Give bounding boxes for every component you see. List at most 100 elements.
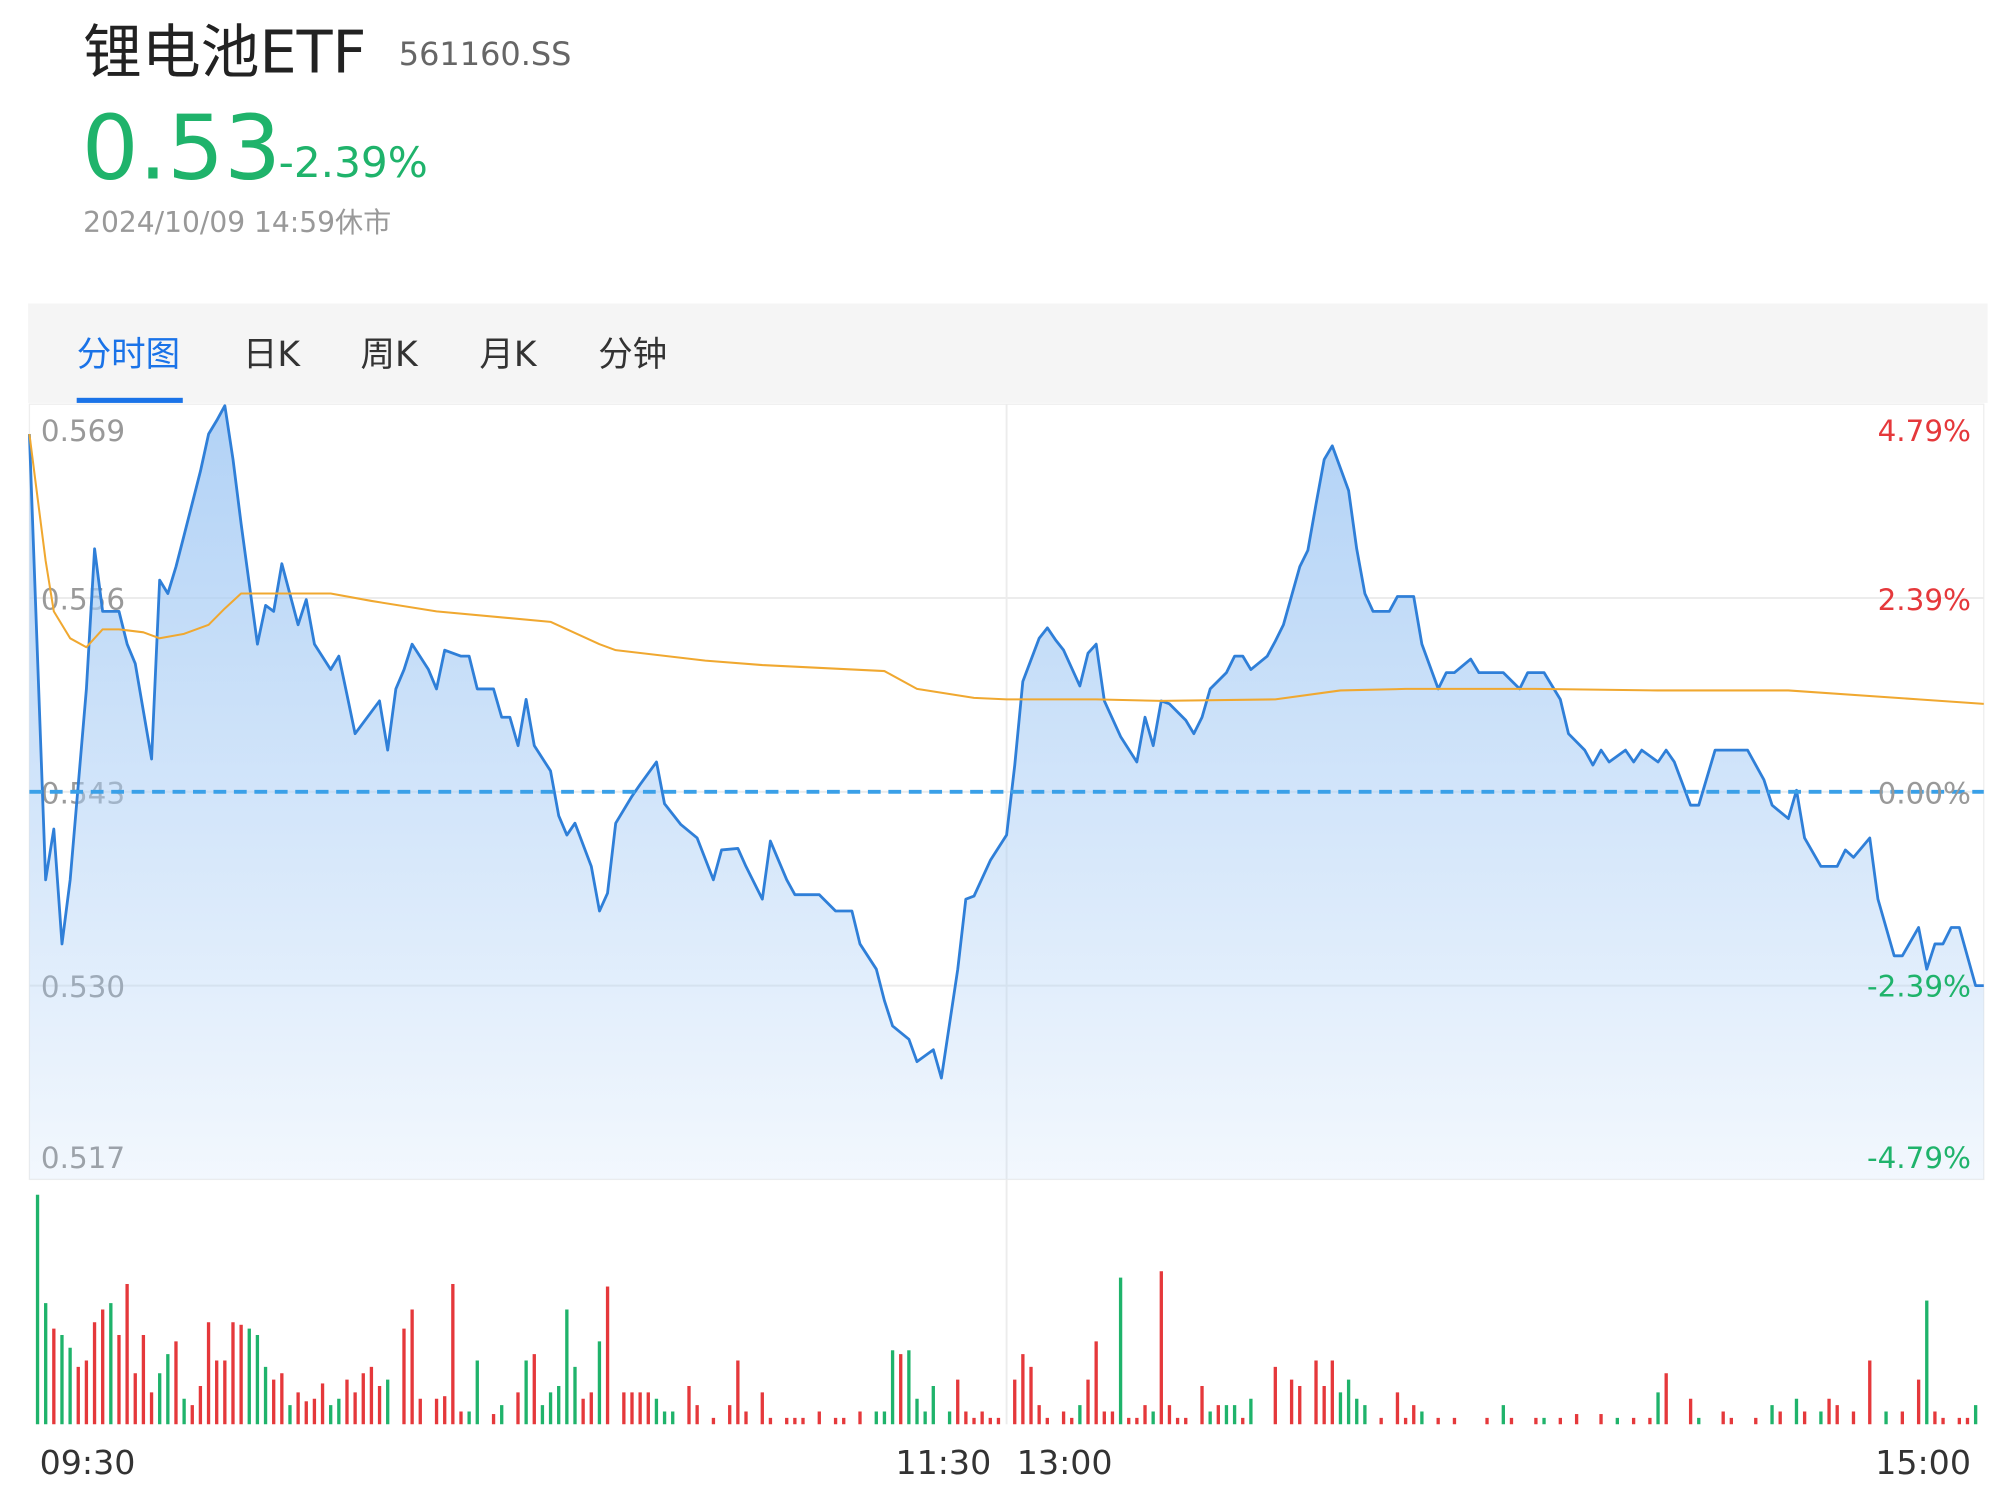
volume-bar <box>467 1411 471 1425</box>
volume-bar <box>304 1401 308 1425</box>
volume-bar <box>369 1366 374 1425</box>
volume-bar <box>459 1411 463 1425</box>
volume-bar <box>1298 1385 1302 1425</box>
volume-bar <box>1346 1379 1351 1425</box>
volume-bar <box>117 1334 121 1425</box>
volume-bar <box>638 1392 642 1425</box>
volume-bar <box>1078 1405 1082 1425</box>
volume-bar <box>1819 1411 1823 1425</box>
volume-bar <box>548 1392 553 1425</box>
volume-bar <box>443 1396 447 1425</box>
x-tick-label: 11:30 <box>895 1443 991 1482</box>
volume-bar <box>605 1286 610 1425</box>
volume-bar <box>1184 1417 1188 1425</box>
volume-bar <box>1542 1417 1546 1425</box>
volume-bar <box>1631 1417 1636 1425</box>
volume-bar <box>516 1392 520 1425</box>
volume-bar <box>1379 1417 1383 1425</box>
volume-bar <box>1485 1417 1489 1425</box>
volume-bar <box>361 1373 365 1425</box>
volume-bar <box>1338 1392 1343 1425</box>
volume-bar <box>980 1411 984 1425</box>
volume-bar <box>1021 1354 1025 1425</box>
volume-bar <box>1167 1405 1172 1425</box>
volume-bar <box>581 1398 585 1425</box>
volume-bar <box>1135 1417 1139 1425</box>
price-area <box>29 405 1984 1180</box>
volume-bar <box>125 1283 129 1425</box>
volume-bar <box>589 1392 593 1425</box>
volume-bar <box>1070 1417 1074 1425</box>
volume-bar <box>1884 1411 1888 1425</box>
volume-bar <box>223 1360 227 1425</box>
volume-bar <box>1648 1417 1652 1425</box>
volume-bar <box>1534 1417 1538 1425</box>
volume-bar <box>899 1354 903 1425</box>
volume-bar <box>728 1405 732 1425</box>
volume-bar <box>947 1411 952 1425</box>
volume-bar <box>1045 1417 1049 1425</box>
y2-tick-label: 0.00% <box>1878 776 1971 810</box>
volume-bar <box>687 1385 691 1425</box>
y2-tick-label: -2.39% <box>1867 970 1971 1004</box>
volume-bar <box>451 1283 455 1425</box>
volume-bar <box>1127 1417 1131 1425</box>
volume-bar <box>133 1373 137 1425</box>
volume-bar <box>646 1392 650 1425</box>
volume-bar <box>972 1417 976 1425</box>
volume-bar <box>1086 1379 1090 1425</box>
volume-bar <box>1729 1417 1733 1425</box>
tab[interactable]: 周K <box>360 335 419 375</box>
volume-bar <box>1802 1411 1807 1425</box>
volume-bar <box>215 1360 219 1425</box>
volume-bar <box>1363 1405 1367 1425</box>
volume-bar <box>1697 1417 1701 1425</box>
volume-bar <box>907 1350 911 1425</box>
y2-tick-label: 2.39% <box>1878 583 1971 617</box>
volume-bar <box>1965 1417 1970 1425</box>
volume-bar <box>296 1392 300 1425</box>
volume-bar <box>1835 1405 1839 1425</box>
volume-bar <box>524 1360 528 1425</box>
volume-bar <box>996 1417 1001 1425</box>
volume-bar <box>988 1417 992 1425</box>
volume-bar <box>1118 1277 1123 1425</box>
volume-bar <box>654 1398 659 1425</box>
volume-bar <box>768 1417 773 1425</box>
x-tick-label: 09:30 <box>40 1443 136 1482</box>
volume-bar <box>1827 1398 1831 1425</box>
volume-bar <box>874 1411 878 1425</box>
tab[interactable]: 月K <box>479 335 538 375</box>
tab[interactable]: 日K <box>243 335 302 375</box>
volume-bar <box>964 1411 968 1425</box>
volume-bar <box>1273 1366 1277 1425</box>
volume-bar <box>1794 1398 1799 1425</box>
volume-bar <box>1029 1366 1033 1425</box>
volume-bar <box>491 1414 496 1425</box>
volume-bar <box>858 1411 862 1425</box>
volume-bar <box>386 1379 390 1425</box>
volume-bar <box>141 1334 146 1425</box>
price-chart: 0.5690.5560.5430.5300.51709:3011:3013:00… <box>27 404 1984 1482</box>
volume-bar <box>1973 1405 1978 1425</box>
volume-bar <box>434 1398 439 1425</box>
volume-bar <box>785 1417 789 1425</box>
volume-bar <box>312 1398 317 1425</box>
volume-bar <box>1355 1398 1359 1425</box>
volume-bar <box>1501 1405 1505 1425</box>
volume-bar <box>540 1405 545 1425</box>
tab[interactable]: 分钟 <box>598 335 667 375</box>
volume-bar <box>182 1398 186 1425</box>
x-tick-label: 13:00 <box>1017 1443 1113 1482</box>
volume-bar <box>76 1366 80 1425</box>
volume-bar <box>1151 1411 1155 1425</box>
volume-bar <box>337 1398 341 1425</box>
volume-bar <box>255 1334 260 1425</box>
volume-bar <box>622 1392 626 1425</box>
tab[interactable]: 分时图 <box>77 335 181 375</box>
volume-bar <box>1721 1411 1725 1425</box>
volume-bar <box>711 1417 716 1425</box>
volume-bar <box>109 1303 113 1425</box>
volume-bar <box>573 1366 577 1425</box>
volume-bar <box>801 1417 805 1425</box>
